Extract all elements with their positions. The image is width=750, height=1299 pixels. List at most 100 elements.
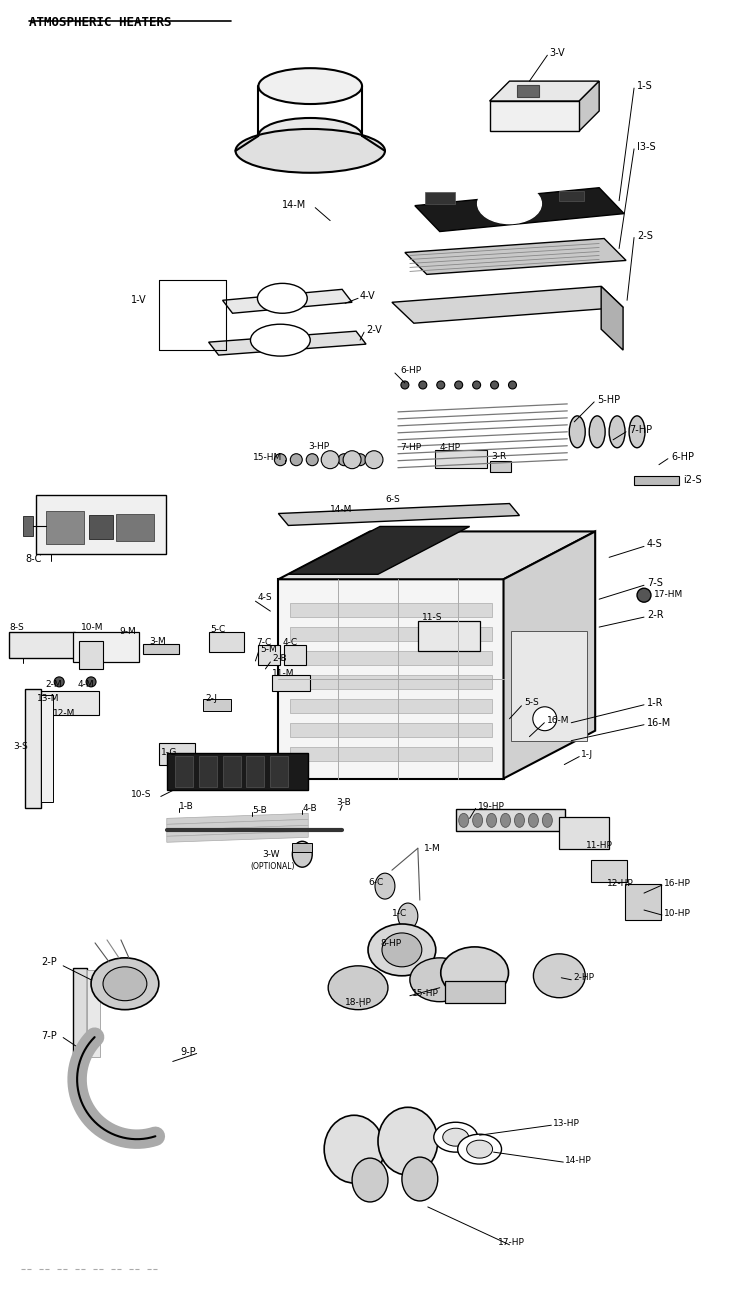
Text: 14-HP: 14-HP [566, 1156, 592, 1165]
Ellipse shape [529, 813, 538, 827]
Polygon shape [602, 286, 623, 351]
Bar [89, 516, 113, 539]
Bar [73, 968, 87, 1064]
Text: 1-R: 1-R [647, 698, 664, 708]
Bar [259, 646, 280, 665]
Text: 5-C: 5-C [211, 625, 226, 634]
Ellipse shape [338, 453, 350, 465]
Ellipse shape [410, 957, 470, 1002]
Bar [290, 603, 491, 617]
Bar [560, 191, 584, 200]
Ellipse shape [590, 416, 605, 448]
Bar [490, 461, 512, 472]
Text: 2-S: 2-S [637, 230, 653, 240]
Ellipse shape [487, 813, 496, 827]
Bar [290, 675, 491, 688]
Text: 4-C: 4-C [282, 638, 298, 647]
Bar [292, 843, 312, 852]
Bar [290, 747, 491, 761]
Ellipse shape [459, 813, 469, 827]
Bar [290, 651, 491, 665]
Ellipse shape [290, 453, 302, 465]
Text: 7-P: 7-P [41, 1030, 57, 1040]
Polygon shape [392, 286, 623, 323]
Text: 1-J: 1-J [581, 750, 593, 759]
Text: ATMOSPHERIC HEATERS: ATMOSPHERIC HEATERS [29, 17, 172, 30]
Text: 16-M: 16-M [548, 716, 570, 725]
Ellipse shape [478, 183, 542, 223]
Text: i2-S: i2-S [682, 474, 701, 485]
Ellipse shape [382, 933, 422, 966]
Polygon shape [166, 831, 308, 842]
Ellipse shape [436, 381, 445, 388]
Ellipse shape [321, 451, 339, 469]
Text: 1-C: 1-C [392, 908, 407, 917]
Bar [73, 633, 139, 662]
Text: 3-HP: 3-HP [308, 442, 329, 451]
Ellipse shape [609, 416, 625, 448]
Ellipse shape [236, 129, 385, 173]
Ellipse shape [352, 1159, 388, 1202]
Text: 3-R: 3-R [491, 452, 507, 461]
Text: 7-C: 7-C [256, 638, 272, 647]
Text: 15-HM: 15-HM [253, 453, 282, 462]
Ellipse shape [472, 813, 482, 827]
Ellipse shape [402, 1157, 438, 1202]
Text: 6-C: 6-C [368, 878, 383, 887]
Text: 2-HP: 2-HP [573, 973, 594, 982]
Text: 8-HP: 8-HP [380, 939, 401, 948]
Text: 10-M: 10-M [81, 622, 104, 631]
Text: 2-V: 2-V [366, 325, 382, 335]
Bar [36, 495, 166, 555]
Ellipse shape [637, 588, 651, 603]
Text: 3-V: 3-V [549, 48, 565, 58]
Bar [41, 695, 53, 803]
Ellipse shape [629, 416, 645, 448]
Text: 13-HP: 13-HP [554, 1118, 580, 1128]
Text: 12-M: 12-M [53, 709, 76, 718]
Bar [87, 970, 100, 1057]
Text: 6-HP: 6-HP [400, 365, 421, 374]
Bar [199, 756, 217, 787]
Text: 16-M: 16-M [647, 718, 671, 727]
Text: 2-J: 2-J [206, 695, 218, 703]
Text: 4-M: 4-M [77, 681, 94, 690]
Text: 8-C: 8-C [25, 555, 41, 564]
Ellipse shape [328, 966, 388, 1009]
Text: 13-M: 13-M [38, 695, 60, 703]
Ellipse shape [542, 813, 552, 827]
Polygon shape [579, 81, 599, 131]
Text: 3-M: 3-M [148, 637, 166, 646]
Ellipse shape [466, 1141, 493, 1159]
Ellipse shape [442, 1129, 469, 1146]
Bar [159, 743, 195, 765]
Ellipse shape [322, 453, 334, 465]
Bar [512, 631, 587, 740]
Polygon shape [503, 531, 596, 778]
Text: 5-B: 5-B [253, 805, 267, 814]
Polygon shape [405, 239, 626, 274]
Text: 6-HP: 6-HP [671, 452, 694, 461]
Ellipse shape [514, 813, 524, 827]
Polygon shape [288, 526, 470, 574]
Polygon shape [490, 81, 599, 101]
Text: 19-HP: 19-HP [478, 801, 505, 811]
Ellipse shape [472, 381, 481, 388]
Ellipse shape [103, 966, 147, 1000]
Bar [435, 449, 487, 468]
Text: 1-M: 1-M [424, 844, 440, 852]
Text: 14-M: 14-M [330, 505, 352, 514]
Polygon shape [415, 188, 624, 231]
Bar [116, 513, 154, 542]
Text: 18-HP: 18-HP [345, 998, 372, 1007]
Text: 7-S: 7-S [647, 578, 663, 588]
Ellipse shape [324, 1116, 384, 1183]
Bar [223, 756, 241, 787]
Text: 3-W: 3-W [262, 850, 280, 859]
Ellipse shape [91, 957, 159, 1009]
Bar [26, 688, 41, 808]
Ellipse shape [306, 453, 318, 465]
Ellipse shape [533, 953, 585, 998]
Polygon shape [209, 331, 366, 355]
Text: 11-HP: 11-HP [586, 840, 613, 850]
